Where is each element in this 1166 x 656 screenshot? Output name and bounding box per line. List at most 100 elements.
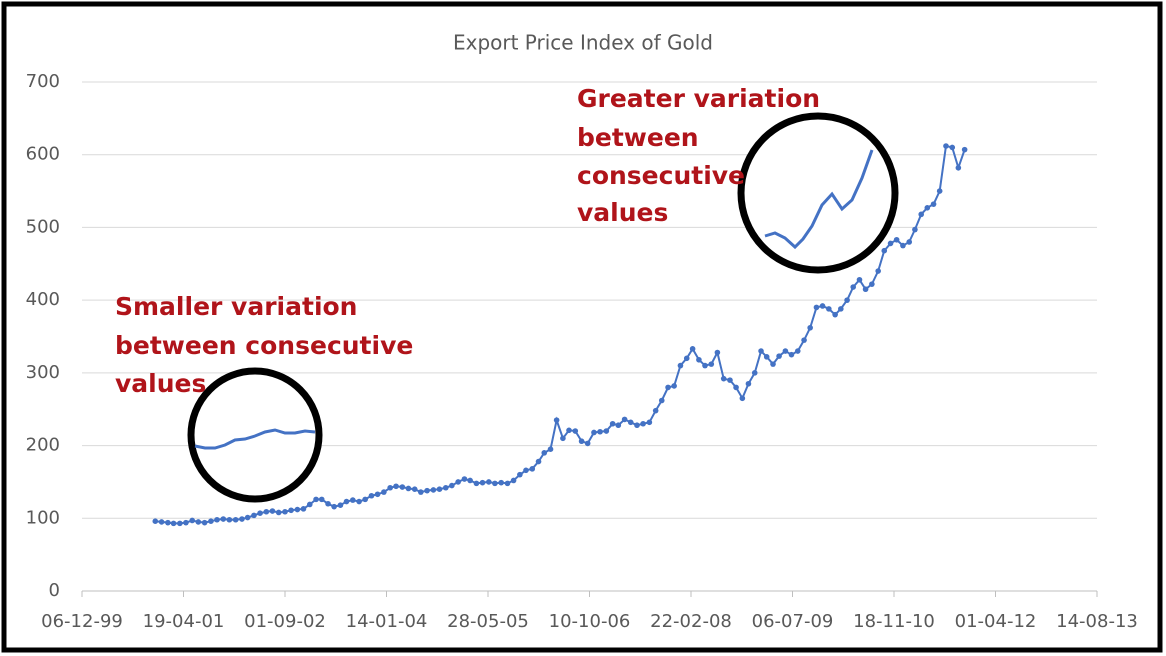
point	[492, 480, 498, 487]
point	[269, 508, 276, 514]
point	[251, 512, 257, 519]
point	[239, 516, 245, 522]
point	[826, 306, 832, 312]
point	[331, 503, 337, 510]
point	[720, 375, 727, 382]
point	[350, 497, 356, 503]
point	[220, 516, 227, 522]
point	[813, 304, 820, 311]
point	[906, 239, 913, 245]
y-tick-label: 0	[49, 580, 60, 601]
point	[708, 361, 715, 367]
point	[739, 395, 746, 402]
point	[733, 384, 739, 391]
point	[727, 377, 733, 383]
x-tick-label: 28-05-05	[447, 611, 529, 632]
point	[652, 407, 659, 414]
point	[405, 485, 412, 492]
point	[758, 348, 764, 354]
point	[634, 422, 640, 429]
point	[801, 337, 807, 343]
point	[807, 324, 813, 331]
annotation: between consecutive	[115, 331, 413, 360]
point	[794, 348, 801, 354]
point	[232, 516, 239, 523]
point	[572, 428, 579, 434]
point	[288, 507, 294, 514]
point	[547, 446, 554, 453]
point	[195, 519, 202, 525]
magnifier	[737, 112, 899, 274]
point	[745, 380, 752, 387]
point	[263, 508, 270, 515]
point	[615, 422, 622, 429]
point	[751, 370, 758, 376]
point	[449, 482, 455, 489]
point	[486, 479, 492, 485]
x-tick-label: 01-09-02	[244, 611, 326, 632]
y-tick-label: 500	[26, 216, 60, 237]
point	[869, 281, 875, 287]
point	[850, 284, 856, 290]
point	[183, 519, 189, 526]
y-tick-label: 600	[26, 144, 60, 165]
x-tick-label: 19-04-01	[143, 611, 225, 632]
point	[578, 438, 585, 445]
point	[498, 479, 504, 486]
annotation: between	[577, 123, 699, 152]
x-tick-label: 06-07-09	[752, 611, 834, 632]
point	[325, 500, 331, 507]
point	[165, 519, 171, 526]
point	[609, 420, 616, 427]
point	[961, 146, 968, 153]
point	[306, 501, 313, 508]
annotation: values	[577, 198, 668, 227]
point	[479, 479, 486, 486]
point	[683, 355, 690, 362]
x-tick-label: 14-01-04	[346, 611, 428, 632]
annotation: consecutive	[577, 161, 745, 190]
grid: 0 100 200 300 400 500 600 700 06-12-99 19-04-01 01…	[26, 71, 1138, 632]
point	[424, 487, 430, 494]
point	[189, 517, 196, 524]
point	[337, 502, 344, 508]
point	[275, 509, 282, 516]
point	[411, 486, 418, 493]
point	[152, 518, 159, 524]
x-tick-label: 06-12-99	[41, 611, 123, 632]
point	[529, 466, 536, 472]
point	[900, 242, 906, 249]
point	[924, 204, 931, 211]
point	[819, 303, 826, 309]
point	[313, 496, 319, 503]
point	[473, 480, 480, 487]
point	[399, 484, 406, 490]
point	[782, 348, 789, 354]
point	[560, 435, 566, 442]
point	[696, 356, 702, 363]
point	[368, 492, 375, 499]
point	[621, 416, 628, 423]
point	[875, 268, 881, 274]
point	[374, 491, 381, 498]
point	[930, 201, 937, 207]
point	[318, 496, 325, 503]
y-tick-label: 300	[26, 362, 60, 383]
point	[553, 417, 560, 423]
point	[665, 384, 671, 391]
inset-line	[764, 149, 874, 250]
point	[214, 516, 220, 523]
point	[418, 489, 424, 495]
point	[943, 143, 949, 149]
point	[170, 520, 177, 527]
point	[517, 471, 523, 478]
point	[356, 498, 362, 505]
point	[881, 247, 888, 254]
point	[856, 276, 863, 283]
point	[862, 286, 869, 293]
y-tick-label: 100	[26, 507, 60, 528]
inset-line	[194, 428, 316, 450]
point	[282, 508, 288, 515]
point	[627, 419, 634, 426]
